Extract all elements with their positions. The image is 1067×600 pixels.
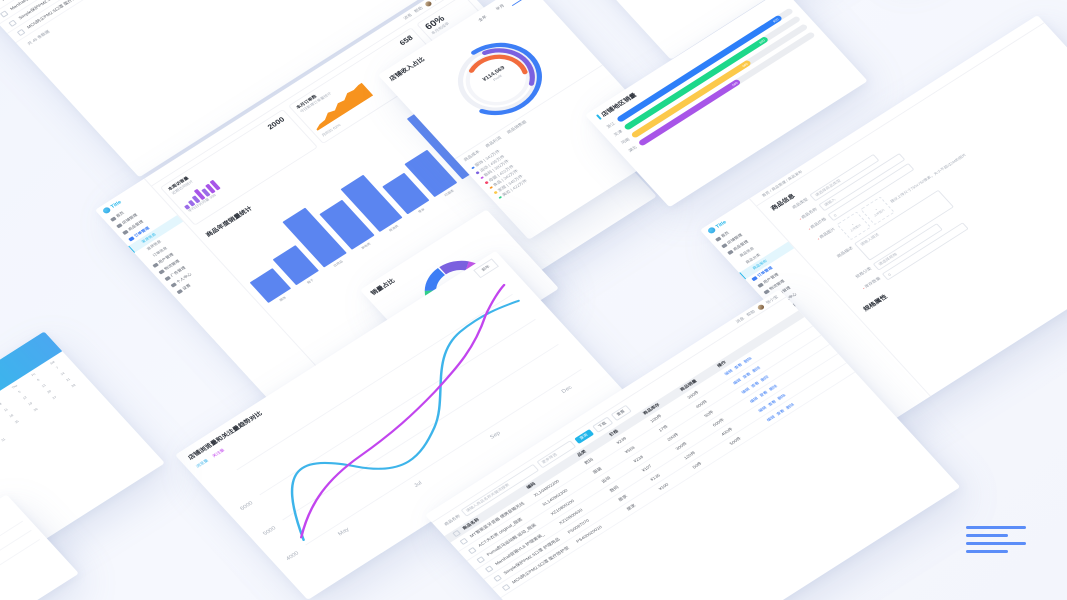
action-删除[interactable]: 删除	[784, 401, 795, 410]
legend-dot	[493, 191, 498, 195]
ad-icon	[164, 275, 171, 282]
gear-icon	[176, 289, 183, 295]
svg-text:Jul: Jul	[413, 480, 423, 488]
truck-icon	[763, 289, 770, 295]
order-icon	[751, 276, 758, 282]
line-chart-plot: 4000 5000 6000 May Jul Sep Dec	[192, 269, 608, 577]
rank-value: 660	[741, 61, 749, 68]
action-删除[interactable]: 删除	[742, 355, 753, 364]
mark-bar-3	[966, 542, 1026, 545]
legend-dot	[475, 171, 480, 175]
action-编辑[interactable]: 编辑	[757, 404, 768, 413]
action-编辑[interactable]: 编辑	[748, 395, 759, 404]
rank-label: 浙江	[605, 120, 616, 129]
area-sparkline	[316, 82, 374, 131]
users-icon	[757, 282, 764, 289]
truck-icon	[158, 269, 165, 275]
title-accent-bar	[595, 114, 602, 120]
action-编辑[interactable]: 编辑	[723, 367, 734, 376]
person-icon	[170, 282, 177, 288]
row-checkbox[interactable]	[476, 555, 485, 564]
users-icon	[152, 262, 159, 269]
legend-dot	[480, 176, 484, 180]
action-删除[interactable]: 删除	[759, 374, 770, 383]
rank-label: 天津	[612, 128, 624, 137]
action-查看[interactable]: 查看	[758, 389, 769, 398]
action-查看[interactable]: 查看	[732, 361, 743, 370]
rank-value: 920	[771, 17, 780, 24]
table-footer: 共 46 条数据 < 上一页 1 2 3 4 下一页 > 前往 10 页 确定	[16, 0, 389, 54]
action-编辑[interactable]: 编辑	[731, 377, 742, 386]
box-icon	[122, 229, 129, 236]
row-checkbox[interactable]	[8, 19, 17, 27]
row-checkbox[interactable]	[0, 10, 9, 18]
shop-icon	[115, 223, 123, 229]
window-income-donut: 店铺收入占比 全年 半月 全周 ¥114,569 Profit	[378, 0, 677, 240]
svg-text:6000: 6000	[239, 501, 254, 512]
kpi-card-orders: 本月订单数 今日新增订单量统计 658 月同比 62%	[288, 27, 447, 145]
rank-value: 800	[758, 38, 766, 45]
svg-text:4000: 4000	[285, 551, 300, 562]
rank-value: 560	[731, 80, 739, 87]
action-删除[interactable]: 删除	[750, 364, 761, 373]
row-checkbox[interactable]	[467, 546, 477, 554]
action-查看[interactable]: 查看	[741, 371, 752, 379]
kpi-row: 本周访客量 近期访问统计 2000 平均日访问量 398 本月订单数 今日新增订…	[151, 0, 507, 233]
action-编辑[interactable]: 编辑	[740, 386, 751, 395]
svg-text:Sep: Sep	[489, 431, 502, 441]
action-查看[interactable]: 查看	[749, 380, 760, 389]
donut-chart: ¥114,569 Profit	[394, 0, 602, 159]
user-avatar[interactable]	[756, 303, 765, 311]
brand-bars-mark	[966, 526, 1026, 558]
shop-icon	[720, 243, 728, 249]
row-checkbox[interactable]	[501, 583, 511, 591]
svg-text:May: May	[337, 527, 350, 537]
action-查看[interactable]: 查看	[775, 407, 786, 416]
action-编辑[interactable]: 编辑	[765, 414, 776, 422]
legend-dot	[489, 186, 493, 190]
svg-text:Dec: Dec	[561, 385, 574, 395]
row-checkbox[interactable]	[493, 574, 502, 582]
home-icon	[714, 236, 722, 242]
circle-s-icon	[706, 226, 717, 235]
legend-dot	[498, 196, 502, 200]
legend-dot	[484, 181, 489, 185]
action-删除[interactable]: 删除	[767, 383, 778, 392]
row-checkbox[interactable]	[459, 537, 468, 545]
mark-bar-1	[966, 526, 1026, 529]
action-查看[interactable]: 查看	[766, 398, 777, 407]
action-删除[interactable]: 删除	[776, 392, 787, 401]
home-icon	[109, 216, 117, 222]
row-checkbox[interactable]	[16, 28, 26, 36]
circle-s-icon	[101, 206, 112, 215]
window-dashboard: Title 首页 店铺管理 商品管理 订单管理 发货信息 退货信息 订单信息 用户管理 物流管理…	[95, 0, 657, 428]
sidebar-item-label: 设置	[181, 282, 192, 291]
mark-bar-4	[966, 550, 1008, 553]
rank-label: 河南	[619, 136, 631, 145]
order-icon	[128, 236, 135, 242]
legend-dot	[471, 166, 475, 170]
box-icon	[727, 249, 734, 256]
mark-bar-2	[966, 534, 1008, 537]
user-avatar[interactable]	[423, 0, 433, 8]
rank-label: 湖北	[627, 144, 638, 153]
row-checkbox[interactable]	[484, 565, 494, 573]
filter-label: 商品名称	[443, 513, 462, 527]
svg-text:5000: 5000	[262, 526, 277, 537]
window-trend-line: 店铺浏览量和关注量趋势对比 前年 浏览量 关注量 4000 5000 6000 …	[175, 250, 629, 600]
